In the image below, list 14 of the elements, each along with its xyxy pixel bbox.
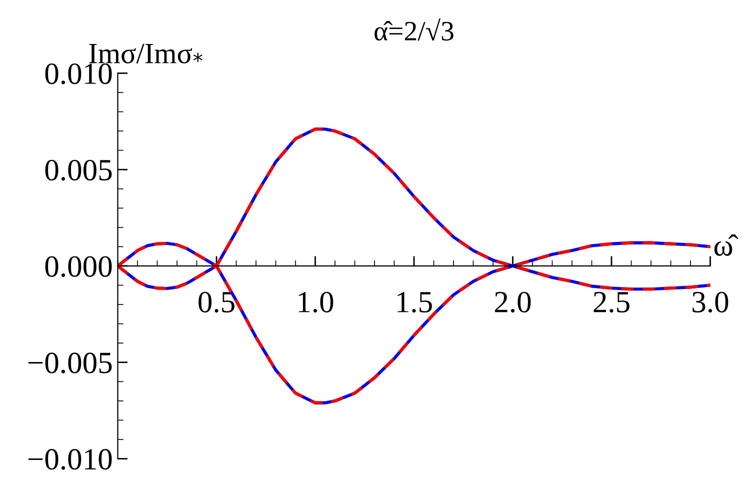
y-tick-label: 0.010 — [45, 63, 112, 84]
x-tick-label: 0.5 — [198, 292, 234, 313]
y-tick-label: −0.005 — [28, 352, 112, 374]
y-tick-label: 0.005 — [45, 160, 112, 181]
x-axis-title: ω̂ — [714, 234, 738, 256]
x-tick-label: 1.0 — [298, 292, 334, 313]
x-tick-label: 1.5 — [398, 292, 432, 313]
x-tick-label: 2.0 — [494, 292, 531, 313]
y-tick-label: 0.000 — [45, 256, 112, 277]
x-tick-label: 3.0 — [692, 292, 728, 313]
x-tick-label: 2.5 — [594, 292, 630, 313]
chart-title: α̂=2/√3 — [374, 18, 454, 41]
y-tick-label: −0.010 — [28, 449, 112, 470]
y-axis-title: Imσ/Imσ$_{*}$ — [89, 44, 202, 64]
